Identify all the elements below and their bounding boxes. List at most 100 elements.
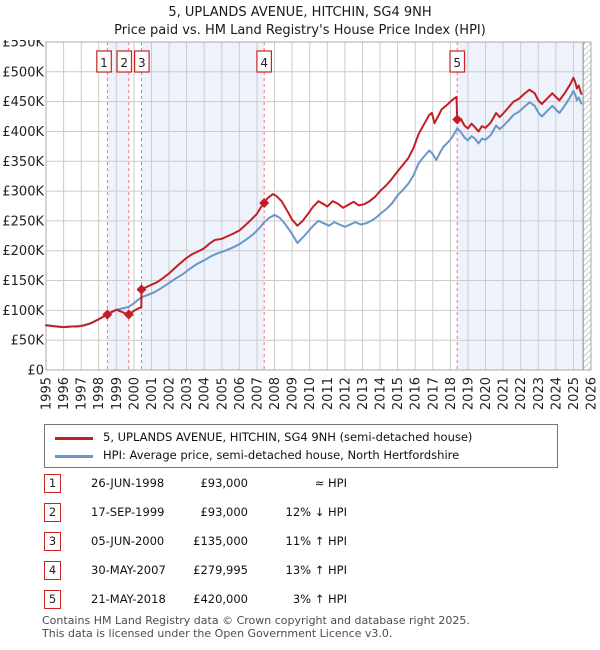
y-tick-label: £200K (2, 244, 44, 259)
x-tick-label: 1998 (92, 377, 107, 410)
sale-number-label: 3 (138, 56, 146, 70)
sale-number-box (134, 50, 150, 73)
x-tick-label: 1997 (75, 377, 90, 410)
y-tick-label: £500K (2, 65, 44, 80)
x-tick-label: 2023 (532, 377, 547, 410)
transaction-hpi-delta: 11% ↑ HPI (285, 534, 347, 548)
sale-number-label: 5 (453, 56, 461, 70)
transaction-number-badge: 2 (44, 503, 61, 522)
x-tick-label: 2020 (479, 377, 494, 410)
sale-marker-diamond (136, 284, 147, 295)
page-subtitle: Price paid vs. HM Land Registry's House … (114, 23, 486, 38)
sale-number-box (256, 50, 272, 73)
transaction-date: 30-MAY-2007 (91, 563, 166, 577)
sale-number-label: 2 (120, 56, 128, 70)
x-tick-label: 2019 (461, 377, 476, 410)
x-tick-label: 1996 (57, 377, 72, 410)
footer-line1: Contains HM Land Registry data © Crown c… (42, 614, 470, 627)
x-tick-label: 2011 (321, 377, 336, 410)
transaction-number-badge: 4 (44, 561, 61, 580)
transaction-price: £279,995 (193, 563, 248, 577)
x-tick-label: 2021 (497, 377, 512, 410)
x-tick-label: 2025 (567, 377, 582, 410)
transaction-price: £93,000 (200, 476, 248, 490)
y-tick-label: £250K (2, 214, 44, 229)
transaction-price: £420,000 (193, 592, 248, 606)
x-tick-label: 1999 (110, 377, 125, 410)
transaction-date: 26-JUN-1998 (91, 476, 165, 490)
y-tick-label: £450K (2, 95, 44, 110)
x-tick-label: 2026 (585, 377, 600, 410)
transaction-date: 17-SEP-1999 (91, 505, 165, 519)
transaction-hpi-delta: ≈ HPI (314, 476, 347, 490)
sale-marker-diamond (259, 198, 270, 209)
y-tick-label: £350K (2, 155, 44, 170)
y-tick-label: £400K (2, 125, 44, 140)
hpi-line-swatch (55, 455, 93, 458)
x-tick-label: 2017 (426, 377, 441, 410)
table-row: 5 21-MAY-2018 £420,000 3% ↑ HPI (44, 590, 556, 612)
table-row: 3 05-JUN-2000 £135,000 11% ↑ HPI (44, 532, 556, 554)
y-tick-label: £50K (11, 334, 45, 349)
sale-number-box (96, 50, 112, 73)
price-history-chart[interactable]: 1 2 3 4 5 £0 £50K £100K £150K £200K £250K £300K £350… (0, 36, 600, 420)
x-tick-label: 2009 (286, 377, 301, 410)
sale-number-label: 4 (260, 56, 268, 70)
sale-number-box (116, 50, 133, 73)
x-tick-label: 2010 (303, 377, 318, 410)
x-tick-label: 2003 (180, 377, 195, 410)
series-line (45, 89, 583, 329)
table-row: 2 17-SEP-1999 £93,000 12% ↓ HPI (44, 503, 556, 525)
property-line-swatch (55, 437, 93, 440)
transaction-number-badge: 5 (44, 590, 61, 609)
x-tick-label: 2000 (127, 377, 142, 410)
x-tick-label: 2014 (374, 377, 389, 410)
transaction-price: £93,000 (200, 505, 248, 519)
x-tick-label: 1995 (40, 377, 55, 410)
transaction-date: 21-MAY-2018 (91, 592, 166, 606)
transaction-date: 05-JUN-2000 (91, 534, 165, 548)
table-row: 1 26-JUN-1998 £93,000 ≈ HPI (44, 474, 556, 496)
x-tick-label: 2005 (215, 377, 230, 410)
transaction-hpi-delta: 13% ↑ HPI (285, 563, 347, 577)
transaction-price: £135,000 (193, 534, 248, 548)
transaction-number-badge: 1 (44, 474, 61, 493)
ownership-band (107, 42, 129, 370)
x-tick-label: 2018 (444, 377, 459, 410)
ownership-band (457, 42, 584, 370)
license-footer: Contains HM Land Registry data © Crown c… (42, 614, 582, 640)
sale-marker-diamond (452, 114, 463, 125)
x-tick-label: 2022 (514, 377, 529, 410)
legend-hpi-label: HPI: Average price, semi-detached house,… (103, 448, 460, 462)
footer-line2: This data is licensed under the Open Gov… (42, 626, 393, 640)
sale-marker-diamond (102, 309, 113, 320)
ownership-band (141, 42, 265, 370)
x-tick-label: 2001 (145, 377, 160, 410)
legend-property-label: 5, UPLANDS AVENUE, HITCHIN, SG4 9NH (sem… (103, 430, 473, 444)
series-line (45, 76, 583, 329)
transaction-hpi-delta: 12% ↓ HPI (285, 505, 347, 519)
x-tick-label: 2015 (391, 377, 406, 410)
x-tick-label: 2004 (198, 377, 213, 410)
x-tick-label: 2016 (409, 377, 424, 410)
x-tick-label: 2002 (163, 377, 178, 410)
table-row: 4 30-MAY-2007 £279,995 13% ↑ HPI (44, 561, 556, 583)
y-tick-label: £150K (2, 274, 44, 289)
page-title: 5, UPLANDS AVENUE, HITCHIN, SG4 9NH (168, 5, 432, 20)
sale-number-label: 1 (100, 56, 108, 70)
x-tick-label: 2013 (356, 377, 371, 410)
sale-marker-diamond (123, 309, 134, 320)
y-tick-label: £0 (27, 364, 44, 379)
x-tick-label: 2012 (338, 377, 353, 410)
transaction-hpi-delta: 3% ↑ HPI (292, 592, 347, 606)
x-tick-label: 2006 (233, 377, 248, 410)
legend-row-property: 5, UPLANDS AVENUE, HITCHIN, SG4 9NH (sem… (45, 428, 557, 448)
x-tick-label: 2024 (549, 377, 564, 410)
transaction-number-badge: 3 (44, 532, 61, 551)
y-tick-label: £100K (2, 304, 44, 319)
sale-number-box (449, 50, 466, 73)
y-tick-label: £550K (2, 40, 44, 51)
legend-row-hpi: HPI: Average price, semi-detached house,… (45, 446, 557, 466)
future-hatch-region (583, 42, 591, 370)
